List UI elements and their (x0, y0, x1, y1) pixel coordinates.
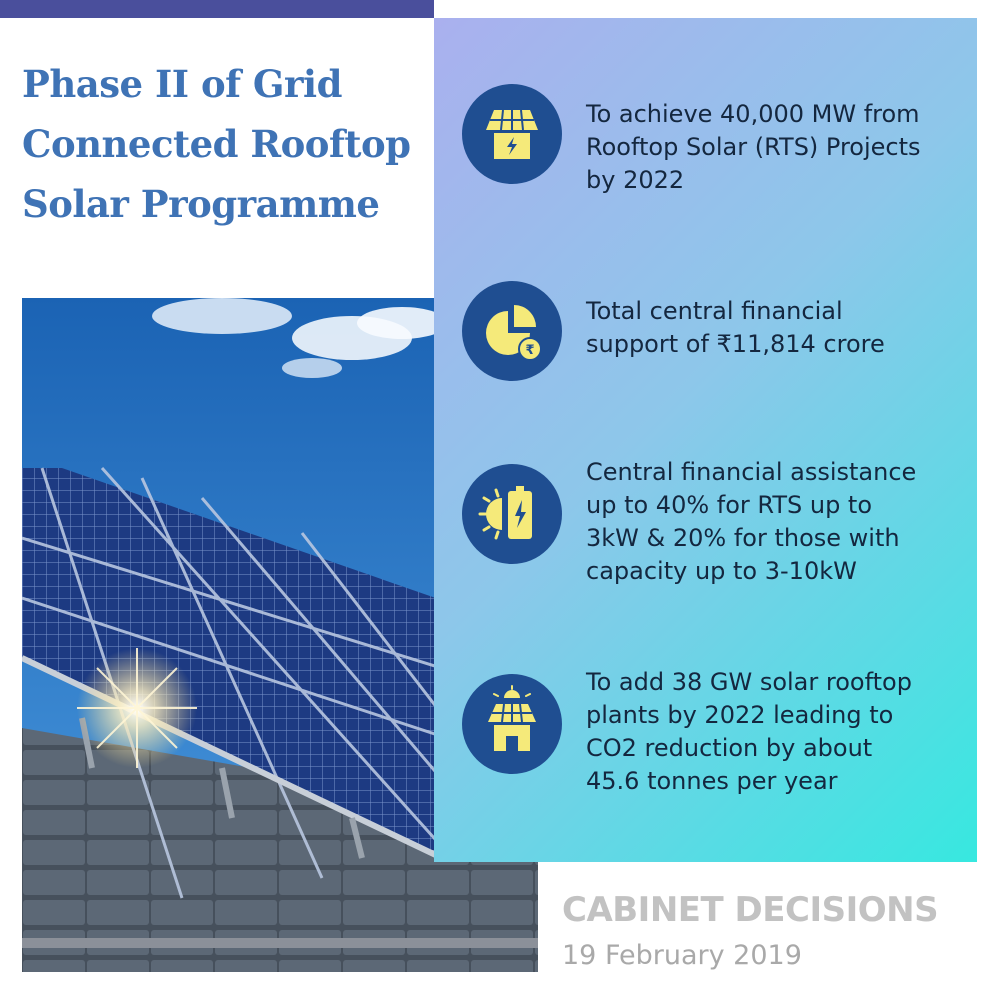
pie-chart-rupee-icon: ₹ (462, 281, 562, 381)
title-line-1: Phase II of Grid (22, 62, 342, 106)
highlight-co2-reduction-text: To add 38 GW solar rooftop plants by 202… (586, 668, 912, 795)
sun-battery-icon (462, 464, 562, 564)
title-line-2: Connected Rooftop (22, 122, 411, 166)
highlights-panel: To achieve 40,000 MW from Rooftop Solar … (434, 18, 977, 862)
top-accent-bar (0, 0, 434, 18)
footer-heading: CABINET DECISIONS (562, 890, 939, 930)
highlight-financial-support-text: Total central financial support of ₹11,8… (586, 297, 885, 358)
solar-rooftop-plant-icon (462, 674, 562, 774)
highlight-assistance-text: Central financial assistance up to 40% f… (586, 458, 917, 585)
highlight-rooftop-target-text: To achieve 40,000 MW from Rooftop Solar … (586, 100, 921, 194)
svg-text:₹: ₹ (525, 343, 534, 358)
solar-house-icon (462, 84, 562, 184)
footer-date: 19 February 2019 (562, 940, 802, 971)
title-line-3: Solar Programme (22, 182, 380, 226)
page-title: Phase II of Grid Connected Rooftop Solar… (22, 54, 442, 234)
